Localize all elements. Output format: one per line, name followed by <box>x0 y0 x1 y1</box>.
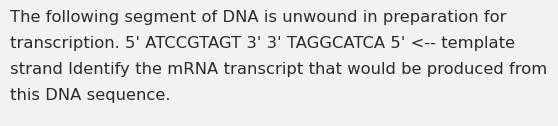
Text: this DNA sequence.: this DNA sequence. <box>10 88 171 103</box>
Text: The following segment of DNA is unwound in preparation for: The following segment of DNA is unwound … <box>10 10 507 25</box>
Text: transcription. 5' ATCCGTAGT 3' 3' TAGGCATCA 5' <-- template: transcription. 5' ATCCGTAGT 3' 3' TAGGCA… <box>10 36 515 51</box>
Text: strand Identify the mRNA transcript that would be produced from: strand Identify the mRNA transcript that… <box>10 62 547 77</box>
